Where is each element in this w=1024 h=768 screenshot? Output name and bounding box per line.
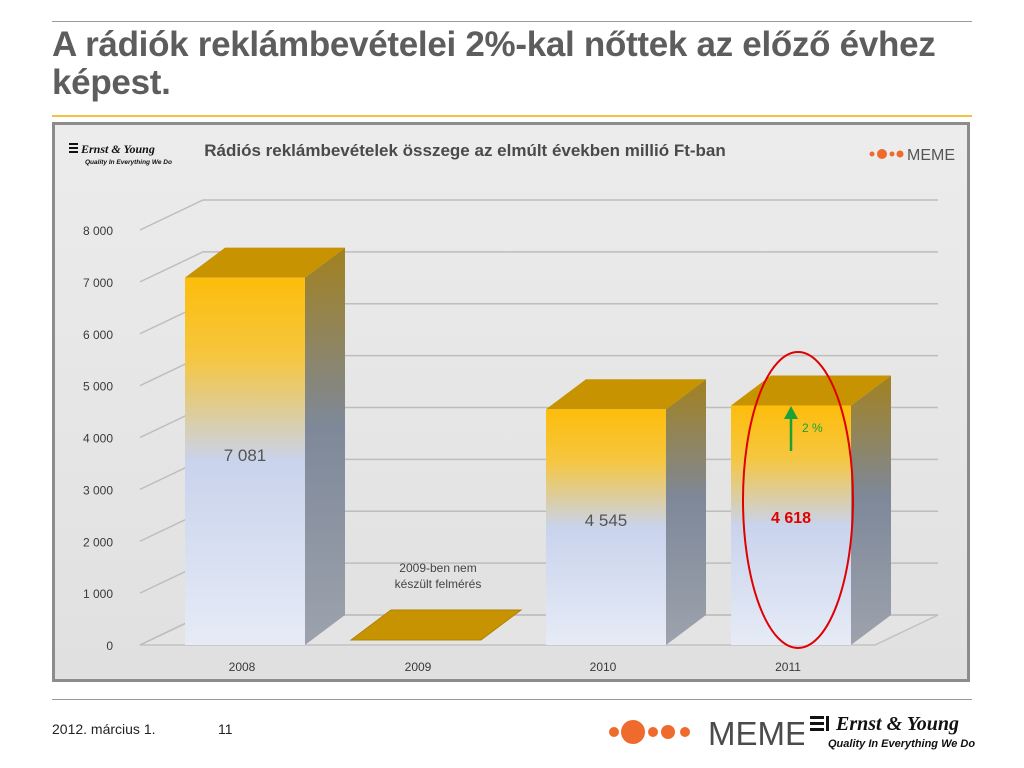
ey-logo: Ernst & Young Quality In Everything We D…: [810, 713, 980, 755]
bar-front: [185, 277, 305, 645]
ey-chart-brand: Ernst & Young: [80, 142, 155, 156]
bottom-rule: [52, 699, 972, 700]
y-tick-label: 0: [106, 639, 113, 653]
y-tick-label: 5 000: [83, 380, 113, 394]
ey-tagline: Quality In Everything We Do: [828, 738, 976, 750]
x-tick-label: 2009: [405, 660, 432, 674]
bar-2010: 4 545: [546, 379, 706, 645]
y-tick-label: 8 000: [83, 224, 113, 238]
footer-date: 2012. március 1.: [52, 721, 156, 737]
y-tick-label: 6 000: [83, 328, 113, 342]
title-accent-rule: [52, 115, 972, 117]
bar-top: [546, 379, 706, 410]
value-label-2011: 4 618: [771, 510, 811, 527]
gridline: [139, 199, 938, 231]
bar-top: [185, 247, 345, 278]
y-tick-label: 1 000: [83, 587, 113, 601]
footer-page-number: 11: [218, 721, 233, 737]
bar-front: [546, 409, 666, 645]
growth-label: 2 %: [802, 421, 823, 435]
gridline: [139, 251, 938, 283]
growth-arrow-icon: [784, 406, 798, 451]
ey-chart-logo: Ernst & Young Quality In Everything We D…: [69, 142, 172, 166]
bar-2011: 4 618: [731, 375, 891, 645]
y-tick-label: 4 000: [83, 432, 113, 446]
y-tick-label: 2 000: [83, 535, 113, 549]
y-tick-label: 7 000: [83, 276, 113, 290]
value-label-2010: 4 545: [585, 511, 628, 530]
x-tick-label: 2011: [775, 660, 801, 674]
ey-chart-tagline: Quality In Everything We Do: [85, 159, 172, 166]
no-survey-note-line: 2009-ben nem: [399, 561, 476, 575]
ey-brand: Ernst & Young: [836, 713, 960, 735]
bar-top: [731, 375, 891, 406]
ey-logo-mark: [810, 716, 829, 731]
bar-chart: 0 1 000 2 000 3 000 4 000 5 000 6 000 7 000 8 00…: [69, 141, 955, 674]
meme-chart-logo: MEME: [869, 147, 955, 164]
bar-empty-2009: [349, 609, 523, 641]
x-tick-label: 2010: [590, 660, 617, 674]
meme-logo: MEME: [609, 715, 804, 752]
top-rule: [52, 21, 972, 22]
meme-chart-label: MEME: [907, 147, 955, 164]
bar-side: [851, 375, 891, 645]
value-label-2008: 7 081: [224, 446, 267, 465]
highlight-ellipse: [742, 351, 854, 649]
meme-logo-text: MEME: [708, 715, 804, 752]
chart-title: Rádiós reklámbevételek összege az elmúlt…: [204, 141, 726, 160]
y-tick-label: 3 000: [83, 483, 113, 497]
chart-panel: 0 1 000 2 000 3 000 4 000 5 000 6 000 7 000 8 00…: [52, 122, 970, 682]
bar-side: [305, 247, 345, 645]
no-survey-note-line: készült felmérés: [395, 577, 482, 591]
bar-side: [666, 379, 706, 645]
slide-title: A rádiók reklámbevételei 2%-kal nőttek a…: [52, 25, 936, 102]
x-tick-label: 2008: [229, 660, 256, 674]
bar-2008: 7 081: [185, 247, 345, 645]
